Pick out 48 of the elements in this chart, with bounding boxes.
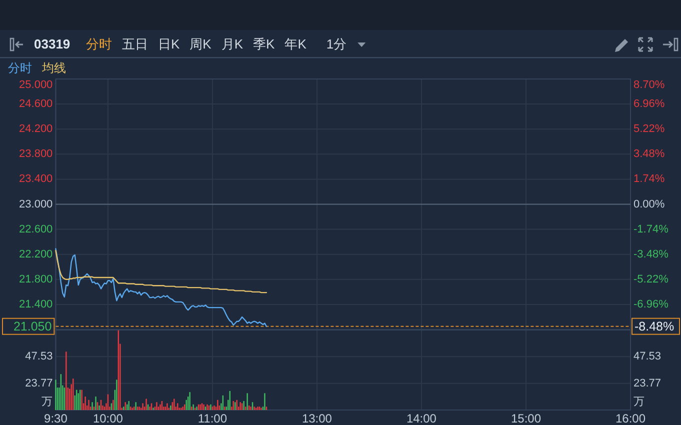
text: 季K [253, 36, 276, 52]
text: 月K [221, 36, 244, 52]
x-tick-label: 11:00 [198, 412, 228, 425]
y-tick-label: 23.800 [19, 148, 53, 160]
y2-tick-label: -1.74% [634, 223, 669, 236]
y2-tick-label: 5.22% [634, 123, 665, 136]
y2-tick-label: -8.48% [634, 319, 674, 334]
y2-tick-label: -5.22% [634, 273, 669, 286]
chart-title: 03319 [34, 36, 70, 52]
y2-tick-label: 0.00% [634, 198, 665, 210]
y-tick-label: 21.800 [19, 273, 53, 286]
y-tick-label: 23.77 [25, 377, 53, 390]
y2-axis-title: 万 [634, 396, 644, 408]
y-tick-label: 21.400 [19, 298, 53, 310]
x-tick-label: 9:30 [44, 412, 68, 425]
x-tick-label: 10:00 [92, 412, 124, 425]
ref-line-label: 21.050 [13, 319, 52, 334]
y-tick-label: 47.53 [25, 350, 53, 363]
x-tick-label: 16:00 [615, 412, 646, 425]
y-tick-label: 25.000 [19, 79, 53, 91]
y-tick-label: 23.400 [19, 173, 53, 186]
text: 分时 [8, 61, 32, 75]
text: 年K [284, 36, 307, 52]
text: 日K [158, 36, 180, 52]
y-tick-label: 24.200 [19, 123, 53, 136]
text: 均线 [41, 61, 66, 75]
y2-tick-label: -6.96% [634, 298, 669, 310]
text: 五日 [122, 36, 148, 52]
y-tick-label: 22.200 [19, 248, 53, 260]
y2-tick-label: 47.53 [634, 350, 662, 363]
x-tick-label: 15:00 [510, 412, 542, 425]
x-tick-label: 14:00 [406, 412, 437, 425]
y2-tick-label: -3.48% [634, 248, 669, 260]
y-tick-label: 24.600 [19, 98, 53, 110]
x-tick-label: 13:00 [302, 412, 332, 425]
y2-tick-label: 3.48% [634, 148, 665, 160]
y2-tick-label: 1.74% [634, 173, 665, 186]
line-series [55, 250, 268, 294]
y2-tick-label: 23.77 [634, 377, 662, 390]
line-series [55, 248, 268, 327]
text: 分时 [86, 36, 112, 52]
y2-tick-label: 8.70% [634, 79, 665, 91]
y-tick-label: 23.000 [19, 198, 53, 210]
y-axis-title: 万 [42, 396, 53, 408]
y2-tick-label: 6.96% [634, 98, 665, 110]
text: 周K [190, 36, 212, 52]
y-tick-label: 22.600 [19, 223, 53, 236]
text: 1分 [326, 36, 347, 52]
